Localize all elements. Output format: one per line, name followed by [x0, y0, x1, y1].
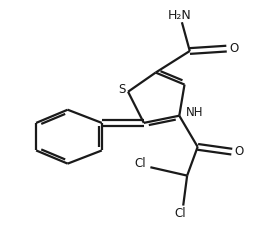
Text: O: O	[229, 42, 238, 55]
Text: Cl: Cl	[174, 207, 186, 220]
Text: S: S	[118, 83, 125, 96]
Text: NH: NH	[186, 106, 203, 119]
Text: H₂N: H₂N	[167, 9, 191, 22]
Text: O: O	[234, 145, 244, 158]
Text: Cl: Cl	[134, 157, 146, 170]
